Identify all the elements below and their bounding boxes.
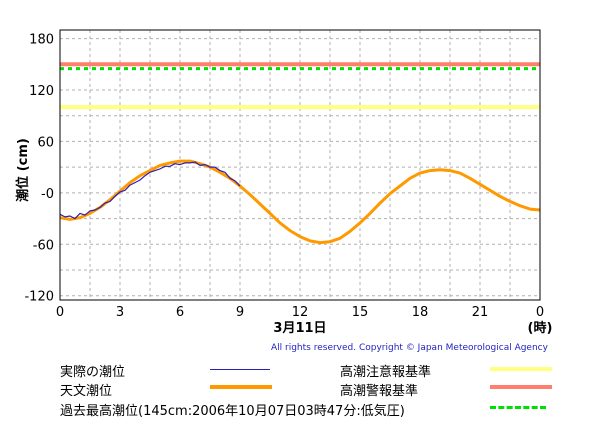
legend-caution-label: 高潮注意報基準	[340, 365, 432, 380]
threshold-lines	[60, 62, 540, 110]
legend-warning-swatch	[490, 385, 552, 389]
x-tick-label: 9	[236, 305, 244, 320]
x-axis-date-label: 3月11日	[273, 321, 326, 336]
legend-astronomical-swatch	[210, 385, 272, 389]
y-tick-label: -0	[41, 187, 54, 202]
actual-tide-line	[59, 161, 241, 220]
legend-actual-swatch	[210, 369, 270, 370]
y-axis-label: 潮位 (cm)	[15, 138, 31, 202]
copyright-notice: All rights reserved. Copyright © Japan M…	[271, 343, 548, 353]
y-tick-label: -60	[33, 238, 54, 253]
x-tick-label: 15	[352, 305, 369, 320]
legend-caution-swatch	[490, 367, 552, 371]
series-lines	[59, 159, 541, 245]
x-tick-label: 0	[56, 305, 64, 320]
grid-lines	[60, 30, 540, 300]
x-tick-label: 6	[176, 305, 184, 320]
legend-astronomical-label: 天文潮位	[60, 384, 113, 399]
x-tick-labels: 0 3 6 9 12 15 18 21 0	[56, 305, 544, 320]
legend-warning-label: 高潮警報基準	[340, 384, 419, 399]
plot-frame	[59, 29, 541, 301]
legend-record-swatch	[490, 406, 546, 409]
legend-record-label: 過去最高潮位(145cm:2006年10月07日03時47分:低気圧)	[60, 404, 405, 419]
x-tick-label: 12	[292, 305, 309, 320]
y-tick-label: 180	[29, 33, 54, 48]
x-axis-unit-label: (時)	[528, 320, 553, 336]
y-tick-label: -120	[24, 290, 54, 305]
y-tick-labels: 180 120 60 -0 -60 -120	[24, 33, 54, 305]
legend-actual-label: 実際の潮位	[60, 365, 126, 380]
astronomical-tide-line	[59, 159, 541, 245]
y-tick-label: 120	[29, 84, 54, 99]
x-tick-label: 21	[472, 305, 489, 320]
x-tick-label: 18	[412, 305, 429, 320]
x-tick-label: 0	[536, 305, 544, 320]
y-tick-label: 60	[37, 135, 54, 150]
x-tick-label: 3	[116, 305, 124, 320]
